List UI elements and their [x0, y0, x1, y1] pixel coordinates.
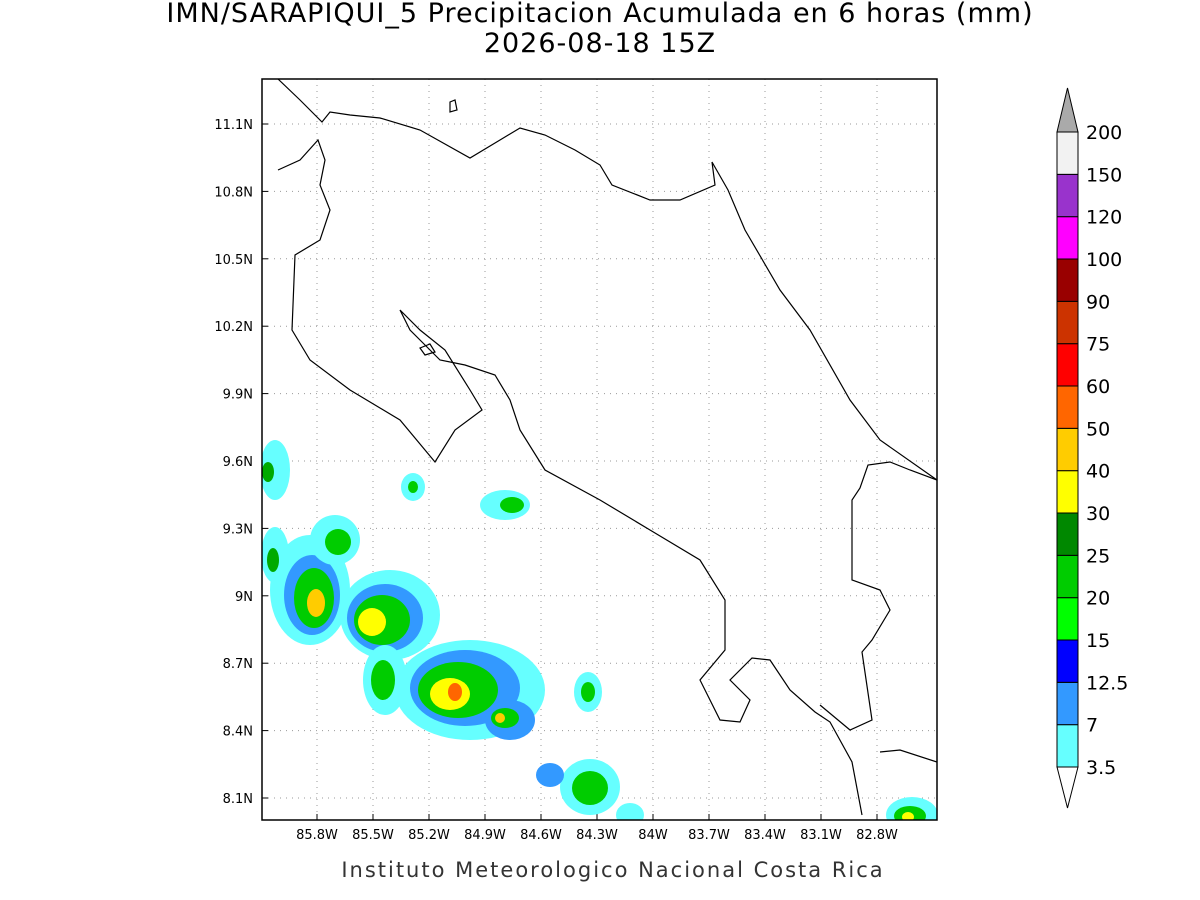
colorbar-box [1056, 681, 1079, 726]
colorbar-label: 3.5 [1086, 757, 1116, 779]
colorbar-box [1056, 300, 1079, 345]
lat-label: 8.1N [223, 792, 253, 807]
map-frame [261, 78, 938, 821]
colorbar-box [1056, 597, 1079, 641]
lon-label: 84.9W [464, 828, 506, 843]
colorbar-box [1056, 173, 1079, 218]
lon-label: 83.1W [800, 828, 842, 843]
colorbar-label: 7 [1086, 715, 1098, 737]
lat-label: 11.1N [214, 118, 253, 133]
colorbar-box [1056, 343, 1079, 387]
colorbar-label: 40 [1086, 461, 1110, 483]
title: IMN/SARAPIQUI_5 Precipitacion Acumulada … [166, 0, 1033, 29]
colorbar-box [1056, 258, 1079, 302]
colorbar-label: 12.5 [1086, 672, 1128, 694]
subtitle: 2026-08-18 15Z [484, 28, 716, 59]
colorbar-box [1056, 554, 1079, 599]
colorbar-label: 100 [1086, 249, 1122, 271]
lat-label: 9N [235, 590, 253, 605]
colorbar-box [1056, 512, 1079, 556]
rain-cell [262, 440, 360, 645]
lat-label: 10.2N [214, 320, 253, 335]
lon-label: 84.6W [520, 828, 562, 843]
colorbar-box [1056, 639, 1079, 683]
credit: Instituto Meteorologico Nacional Costa R… [341, 858, 884, 882]
lon-label: 85.2W [408, 828, 450, 843]
coastline [277, 79, 937, 816]
colorbar-label: 60 [1086, 376, 1110, 398]
colorbar-under [1056, 766, 1079, 809]
colorbar-label: 150 [1086, 164, 1122, 186]
precipitation [262, 440, 937, 820]
colorbar-box [1056, 216, 1079, 260]
colorbar-label: 50 [1086, 418, 1110, 440]
rain-cell [395, 640, 545, 740]
colorbar: 3.5 7 12.5 15 20 25 30 40 50 60 75 90 100 120 150 200 [1056, 87, 1128, 809]
lat-label: 8.7N [223, 657, 253, 672]
lon-label: 82.8W [856, 828, 898, 843]
colorbar-label: 20 [1086, 588, 1110, 610]
colorbar-box [1056, 470, 1079, 514]
lon-label: 84.3W [576, 828, 618, 843]
lat-label: 8.4N [223, 725, 253, 740]
lat-label: 9.6N [223, 455, 253, 470]
colorbar-label: 200 [1086, 122, 1122, 144]
lat-label: 9.3N [223, 522, 253, 537]
colorbar-box [1056, 385, 1079, 429]
colorbar-label: 30 [1086, 503, 1110, 525]
lon-label: 85.8W [296, 828, 338, 843]
lon-label: 85.5W [352, 828, 394, 843]
colorbar-label: 75 [1086, 334, 1110, 356]
lon-label: 83.4W [744, 828, 786, 843]
colorbar-label: 15 [1086, 630, 1110, 652]
lat-label: 9.9N [223, 388, 253, 403]
lat-label: 10.8N [214, 185, 253, 200]
colorbar-label: 120 [1086, 207, 1122, 229]
lon-label: 83.7W [688, 828, 730, 843]
colorbar-label: 25 [1086, 545, 1110, 567]
rain-cell [401, 473, 937, 820]
colorbar-box [1056, 131, 1079, 175]
colorbar-over [1056, 87, 1079, 133]
colorbar-box [1056, 724, 1079, 768]
colorbar-label: 90 [1086, 291, 1110, 313]
grid [262, 79, 937, 820]
lat-label: 10.5N [214, 253, 253, 268]
colorbar-box [1056, 427, 1079, 472]
lon-label: 84W [638, 828, 668, 843]
